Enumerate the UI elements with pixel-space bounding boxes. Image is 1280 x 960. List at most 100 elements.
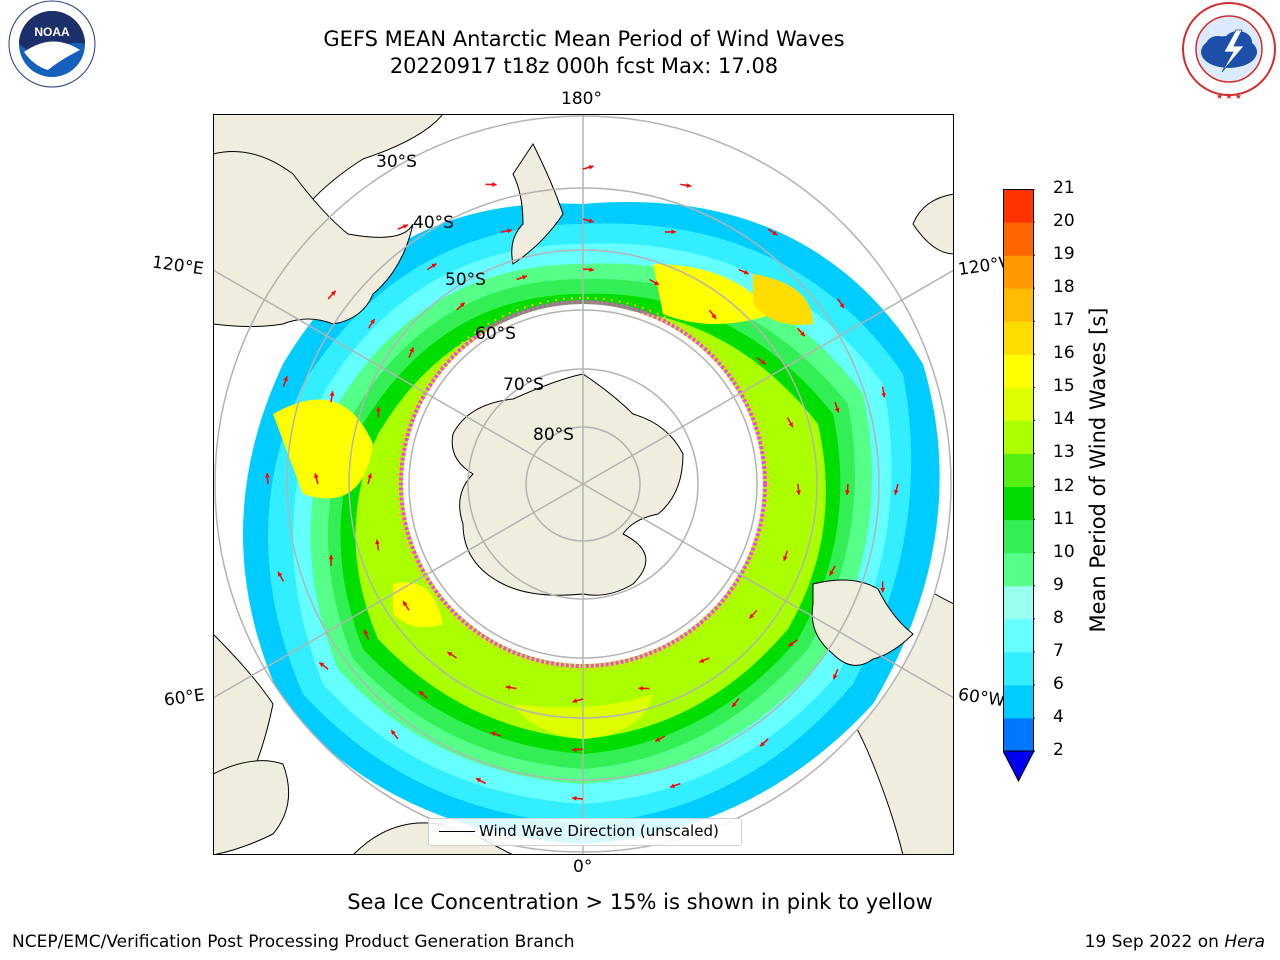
- wind-wave-arrowhead: [572, 796, 577, 801]
- wind-wave-arrowhead: [760, 359, 766, 365]
- continents-in-domain: [213, 143, 914, 666]
- antarctic-map-frame: [213, 114, 954, 855]
- wind-wave-arrowhead: [507, 228, 512, 234]
- wind-wave-arrowhead: [654, 280, 660, 285]
- wind-wave-arrowhead: [671, 229, 676, 235]
- wind-wave-arrowhead: [522, 275, 527, 280]
- colorbar-tick-label: 20: [1053, 211, 1075, 232]
- graticule: [213, 114, 954, 855]
- wind-wave-arrowhead: [760, 741, 765, 747]
- wind-wave-arrowhead: [367, 473, 373, 479]
- colorbar-bin: [1003, 519, 1034, 554]
- lat-label-30s: 30°S: [376, 152, 417, 172]
- colorbar-tick-label: 10: [1053, 541, 1075, 562]
- colorbar-bin: [1003, 288, 1034, 322]
- wind-wave-arrowhead: [409, 347, 414, 353]
- wind-wave-arrowhead: [402, 224, 408, 229]
- colorbar-tick-label: 18: [1053, 277, 1075, 298]
- wind-wave-arrowhead: [711, 313, 716, 319]
- colorbar-bin: [1003, 420, 1034, 454]
- colorbar-bin: [1003, 651, 1034, 686]
- wind-wave-arrowhead: [283, 376, 288, 382]
- colorbar-bin: [1003, 255, 1034, 289]
- colorbar-tick-label: 2: [1053, 740, 1064, 760]
- wind-wave-arrowhead: [476, 778, 482, 783]
- generation-date-text: 19 Sep 2022 on: [1084, 932, 1219, 952]
- colorbar-bin: [1003, 453, 1034, 488]
- colorbar-tick-label: 13: [1053, 442, 1075, 463]
- colorbar-tick-label: 8: [1053, 607, 1064, 628]
- colorbar-tick-label: 9: [1053, 574, 1064, 595]
- wind-wave-arrowhead: [330, 290, 336, 296]
- colorbar-tick-label: 6: [1053, 673, 1064, 694]
- wind-wave-arrowhead: [490, 731, 496, 737]
- wind-wave-arrowhead: [669, 783, 675, 789]
- colorbar-bin: [1003, 321, 1034, 355]
- wind-wave-arrowhead: [845, 490, 850, 495]
- wind-wave-arrowhead: [800, 331, 805, 337]
- colorbar-tick-label: 16: [1053, 343, 1075, 364]
- wind-wave-arrowhead: [881, 392, 886, 398]
- wind-wave-arrowhead: [783, 555, 788, 561]
- wind-wave-arrowhead: [788, 422, 793, 428]
- colorbar: [1003, 189, 1035, 783]
- wind-wave-direction-arrows: [265, 164, 899, 801]
- wind-wave-arrowhead: [505, 685, 511, 690]
- wind-wave-arrowhead: [749, 613, 755, 619]
- colorbar-bin: [1003, 585, 1034, 620]
- lat-label-70s: 70°S: [503, 375, 544, 395]
- colorbar-tick-label: 17: [1053, 310, 1075, 331]
- antarctic-polar-map: [213, 114, 954, 855]
- wind-wave-arrowhead: [278, 571, 283, 577]
- legend-label: Wind Wave Direction (unscaled): [479, 822, 719, 840]
- wind-wave-arrowhead: [391, 730, 396, 736]
- lon-label-120e: 120°E: [150, 252, 205, 280]
- lat-label-60s: 60°S: [475, 324, 516, 344]
- lat-label-40s: 40°S: [413, 213, 454, 233]
- wind-wave-arrowhead: [638, 685, 643, 691]
- colorbar-bin: [1003, 717, 1034, 752]
- noaa-logo-text: NOAA: [34, 25, 70, 39]
- wind-wave-arrowhead: [319, 662, 325, 668]
- wind-wave-arrowhead: [492, 182, 497, 187]
- wind-wave-arrowhead: [839, 303, 844, 309]
- wind-wave-arrowhead: [655, 737, 661, 742]
- wind-wave-arrowhead: [376, 406, 381, 411]
- wind-wave-arrowhead: [328, 554, 334, 560]
- wind-wave-arrowhead: [834, 407, 840, 413]
- map-subtitle-run: 20220917 t18z 000h fcst Max: 17.08: [389, 54, 779, 78]
- wind-wave-arrowhead: [589, 267, 594, 272]
- colorbar-extend-triangle: [1003, 750, 1035, 783]
- wind-wave-arrowhead: [788, 641, 794, 647]
- svg-text:★ ★ ★: ★ ★ ★: [1216, 92, 1242, 101]
- colorbar-tick-label: 19: [1053, 244, 1075, 265]
- colorbar-tick-label: 4: [1053, 706, 1064, 727]
- wind-wave-arrowhead: [686, 183, 692, 188]
- colorbar-bin: [1003, 189, 1034, 223]
- wind-wave-arrowhead: [265, 473, 270, 478]
- sea-ice-note: Sea Ice Concentration > 15% is shown in …: [347, 890, 933, 914]
- wind-wave-arrowhead: [375, 539, 380, 545]
- wind-wave-arrowhead: [403, 601, 408, 607]
- lon-label-60e: 60°E: [162, 685, 207, 711]
- wind-wave-arrowhead: [447, 651, 453, 657]
- wind-wave-arrowhead: [313, 473, 319, 479]
- wind-wave-arrowhead: [833, 674, 838, 680]
- lon-label-0: 0°: [573, 857, 593, 877]
- colorbar-bin: [1003, 486, 1034, 521]
- wind-wave-arrowhead: [699, 658, 705, 663]
- national-weather-service-logo-icon: ★ ★ ★: [1178, 0, 1280, 102]
- colorbar-tick-label: 7: [1053, 640, 1064, 661]
- lat-label-50s: 50°S: [445, 270, 486, 290]
- lon-label-180: 180°: [561, 89, 602, 109]
- wind-wave-arrowhead: [419, 690, 425, 696]
- wind-wave-arrowhead: [363, 629, 369, 635]
- wind-wave-arrowhead: [796, 490, 801, 495]
- wind-wave-arrowhead: [588, 164, 594, 170]
- map-legend: Wind Wave Direction (unscaled): [428, 818, 742, 846]
- wind-wave-arrowhead: [459, 302, 465, 308]
- map-title: GEFS MEAN Antarctic Mean Period of Wind …: [323, 27, 845, 51]
- wind-wave-arrowhead: [880, 587, 886, 593]
- colorbar-bin: [1003, 618, 1034, 653]
- colorbar-label: Mean Period of Wind Waves [s]: [1086, 307, 1110, 633]
